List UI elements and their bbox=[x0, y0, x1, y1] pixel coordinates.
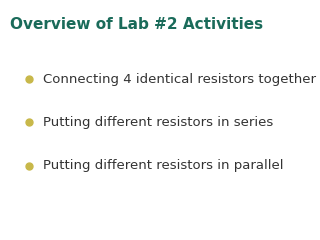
Text: Overview of Lab #2 Activities: Overview of Lab #2 Activities bbox=[10, 17, 263, 32]
Text: Putting different resistors in parallel: Putting different resistors in parallel bbox=[43, 159, 284, 172]
Text: Putting different resistors in series: Putting different resistors in series bbox=[43, 116, 274, 129]
Text: Connecting 4 identical resistors together: Connecting 4 identical resistors togethe… bbox=[43, 73, 316, 86]
